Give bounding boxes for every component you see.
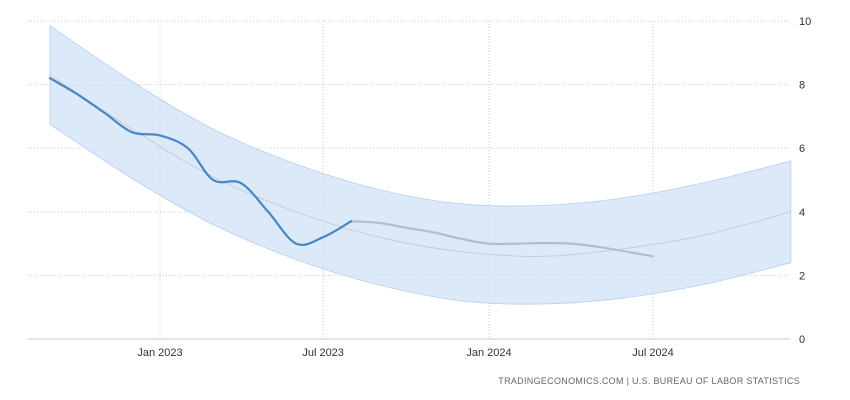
y-tick-label-4: 8 — [799, 80, 805, 92]
x-tick-label-2: Jan 2024 — [466, 347, 511, 359]
y-tick-label-5: 10 — [799, 16, 811, 28]
trend-line — [49, 74, 792, 257]
x-axis-ticks: Jan 2023 Jul 2023 Jan 2024 Jul 2024 — [137, 347, 673, 359]
y-tick-label-2: 4 — [799, 207, 805, 219]
y-tick-label-1: 2 — [799, 270, 805, 282]
forecast-band — [49, 25, 792, 305]
y-axis-ticks: 0 2 4 6 8 10 — [799, 16, 811, 346]
x-tick-label-1: Jul 2023 — [302, 347, 344, 359]
x-tick-label-3: Jul 2024 — [632, 347, 674, 359]
source-note: TRADINGECONOMICS.COM | U.S. BUREAU OF LA… — [498, 376, 800, 386]
x-tick-label-0: Jan 2023 — [137, 347, 182, 359]
actual-line — [48, 77, 353, 247]
y-tick-label-0: 0 — [799, 334, 805, 346]
y-tick-label-3: 6 — [799, 143, 805, 155]
forecast-line — [350, 220, 655, 258]
